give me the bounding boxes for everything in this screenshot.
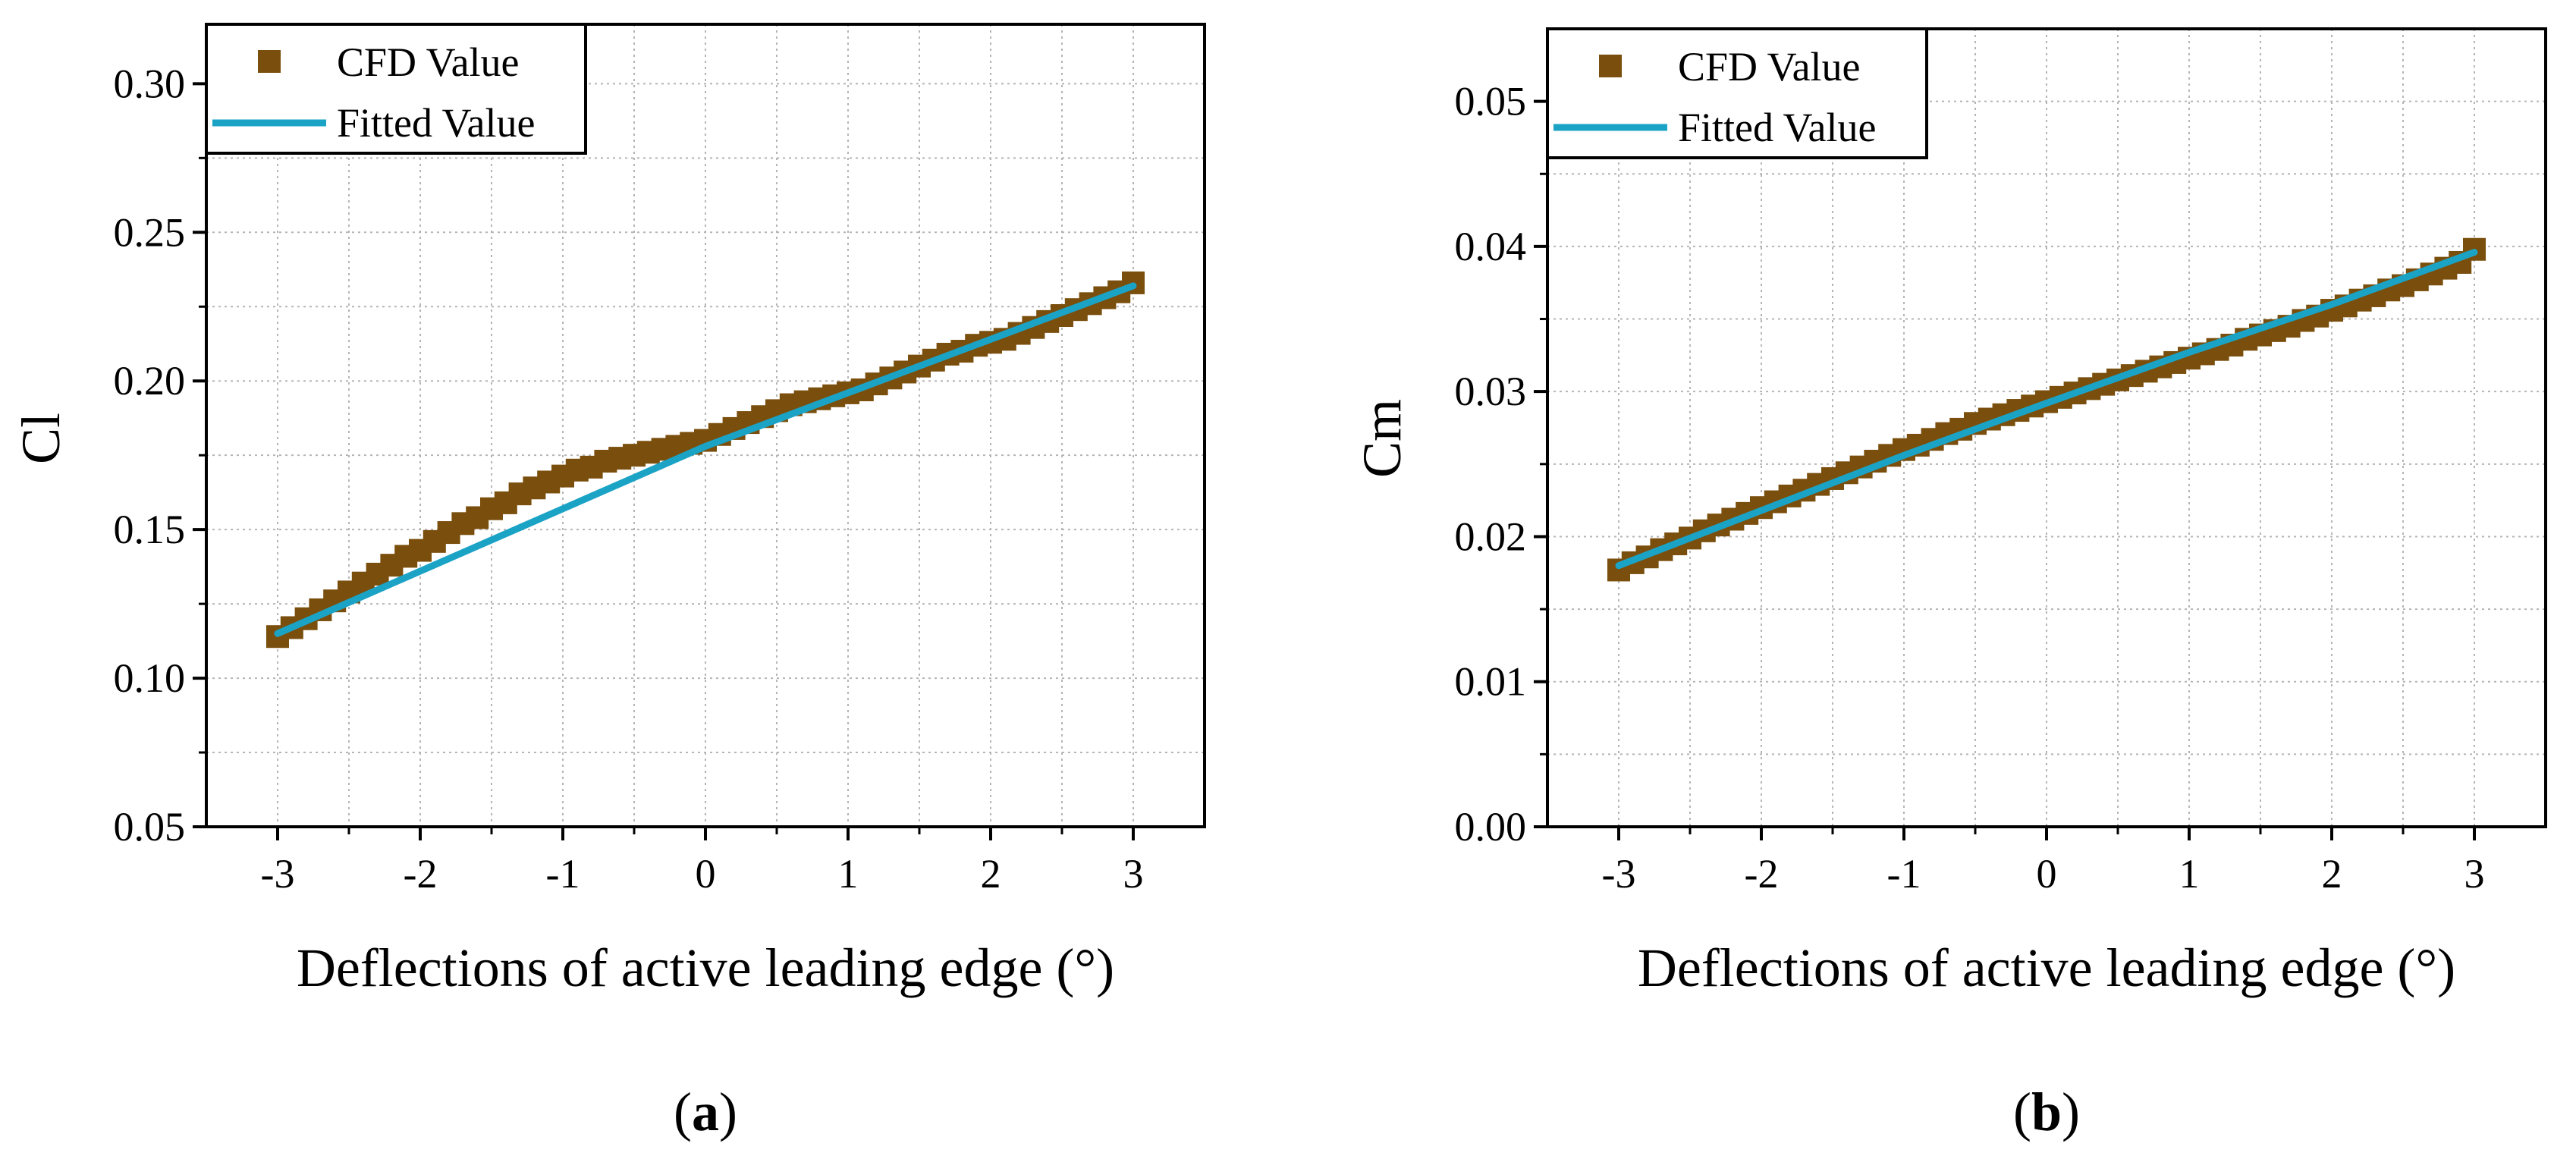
x-tick-label: -2 xyxy=(1745,851,1779,897)
y-tick-label: 0.03 xyxy=(1455,369,1527,414)
chart-panel-b: -3 -2 -1 0 1 2 3 0.00 0.01 0.02 0.03 0.04 0.05 Deflec… xyxy=(1352,27,2547,1142)
x-tick-label: -1 xyxy=(546,851,580,897)
x-tick-label: 2 xyxy=(981,851,1001,897)
x-axis-ticks: -3 -2 -1 0 1 2 3 xyxy=(1602,827,2485,897)
legend-box xyxy=(205,23,587,155)
y-tick-label: 0.20 xyxy=(114,358,186,404)
legend: CFD Value Fitted Value xyxy=(1546,27,1928,159)
panel-label: (b) xyxy=(2013,1082,2080,1142)
legend-box xyxy=(1546,27,1928,159)
fitted-line xyxy=(1615,249,2478,570)
y-tick-label: 0.02 xyxy=(1455,514,1527,559)
panel-label: (a) xyxy=(674,1082,737,1142)
fitted-line xyxy=(274,282,1137,637)
y-tick-label: 0.00 xyxy=(1455,804,1527,850)
x-tick-label: 2 xyxy=(2322,851,2342,897)
y-tick-label: 0.15 xyxy=(114,507,186,552)
legend-label: Fitted Value xyxy=(337,100,535,146)
y-tick-label: 0.30 xyxy=(114,61,186,106)
legend-marker-cfd xyxy=(258,50,281,73)
legend: CFD Value Fitted Value xyxy=(205,23,587,155)
y-tick-label: 0.25 xyxy=(114,209,186,255)
y-tick-label: 0.05 xyxy=(114,804,186,850)
y-tick-label: 0.05 xyxy=(1455,79,1527,124)
x-tick-label: 3 xyxy=(2464,851,2485,897)
chart-panel-a: -3 -2 -1 0 1 2 3 0.05 0.10 0.15 0.20 0.25 0.30 Deflec… xyxy=(11,23,1206,1142)
y-axis-title: Cl xyxy=(11,413,71,464)
legend-label: Fitted Value xyxy=(1678,105,1876,150)
series-fitted-line xyxy=(1615,249,2478,570)
legend-marker-cfd xyxy=(1599,55,1622,77)
y-tick-label: 0.04 xyxy=(1455,224,1527,269)
legend-label: CFD Value xyxy=(1678,44,1861,90)
x-tick-label: 3 xyxy=(1123,851,1144,897)
x-tick-label: 1 xyxy=(2179,851,2200,897)
legend-label: CFD Value xyxy=(337,39,520,85)
series-cfd-markers xyxy=(1607,237,2486,582)
y-axis-title: Cm xyxy=(1352,399,1412,478)
y-tick-label: 0.01 xyxy=(1455,659,1527,705)
x-tick-label: 1 xyxy=(838,851,859,897)
y-tick-label: 0.10 xyxy=(114,655,186,701)
x-tick-label: -3 xyxy=(261,851,295,897)
x-tick-label: -2 xyxy=(404,851,438,897)
y-axis-ticks: 0.00 0.01 0.02 0.03 0.04 0.05 xyxy=(1455,79,1547,850)
x-tick-label: -3 xyxy=(1602,851,1636,897)
x-tick-label: -1 xyxy=(1887,851,1921,897)
x-axis-title: Deflections of active leading edge (°) xyxy=(297,938,1114,998)
x-axis-ticks: -3 -2 -1 0 1 2 3 xyxy=(261,827,1144,897)
x-tick-label: 0 xyxy=(2037,851,2057,897)
x-axis-title: Deflections of active leading edge (°) xyxy=(1638,938,2455,998)
y-axis-ticks: 0.05 0.10 0.15 0.20 0.25 0.30 xyxy=(114,61,206,850)
x-tick-label: 0 xyxy=(696,851,716,897)
grid-lines xyxy=(206,24,1205,827)
series-fitted-line xyxy=(274,282,1137,637)
